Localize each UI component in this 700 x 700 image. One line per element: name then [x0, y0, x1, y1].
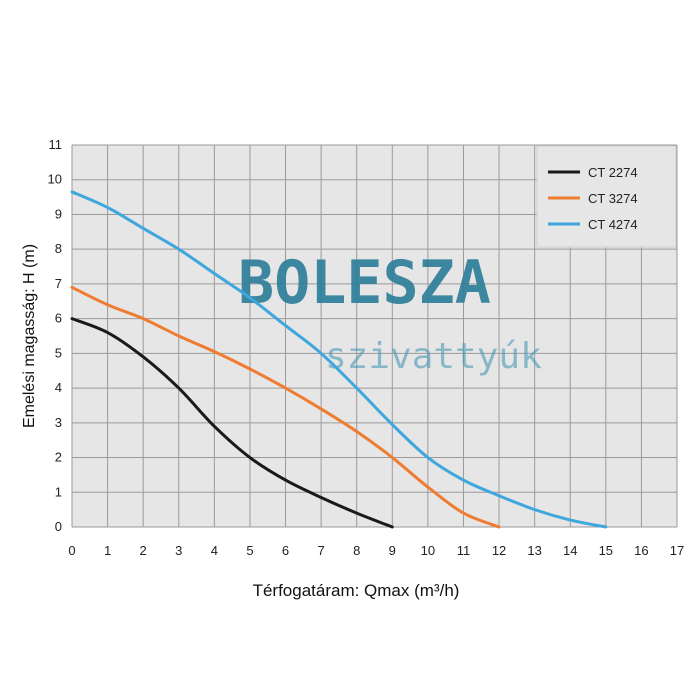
series-line-ct-4274	[70, 190, 608, 529]
y-tick-label: 11	[49, 137, 63, 152]
x-tick-label: 16	[634, 543, 648, 558]
watermark: BOLESZA szivattyúk	[238, 248, 542, 377]
series-line-ct-3274	[70, 285, 501, 529]
x-tick-label: 12	[492, 543, 506, 558]
series-line-ct-2274	[70, 317, 394, 529]
x-tick-label: 17	[670, 543, 684, 558]
y-tick-label: 10	[48, 172, 62, 187]
x-tick-label: 13	[527, 543, 541, 558]
x-tick-label: 6	[282, 543, 289, 558]
grid	[71, 144, 678, 528]
legend-label: CT 3274	[588, 191, 638, 206]
y-tick-label: 6	[55, 311, 62, 326]
x-tick-label: 1	[104, 543, 111, 558]
x-tick-label: 4	[211, 543, 218, 558]
watermark-title: BOLESZA	[238, 248, 491, 318]
x-axis-title: Térfogatáram: Qmax (m³/h)	[253, 581, 460, 600]
x-tick-label: 10	[421, 543, 435, 558]
y-tick-label: 9	[55, 206, 62, 221]
x-tick-label: 9	[389, 543, 396, 558]
x-tick-label: 11	[457, 543, 471, 558]
y-tick-label: 2	[55, 450, 62, 465]
x-tick-label: 14	[563, 543, 577, 558]
legend-label: CT 4274	[588, 217, 638, 232]
x-tick-label: 5	[246, 543, 253, 558]
legend-label: CT 2274	[588, 165, 638, 180]
y-tick-label: 5	[55, 345, 62, 360]
y-tick-labels: 0 1 2 3 4 5 6 7 8 9 10 11	[48, 137, 62, 534]
x-tick-labels: 0 1 2 3 4 5 6 7 8 9 10 11 12 13 14 15 16 17	[68, 543, 684, 558]
y-tick-label: 8	[55, 241, 62, 256]
x-tick-label: 2	[140, 543, 147, 558]
x-tick-label: 7	[318, 543, 325, 558]
x-tick-label: 0	[68, 543, 75, 558]
legend: CT 2274 CT 3274 CT 4274	[536, 145, 677, 248]
series-lines	[70, 190, 608, 529]
y-axis-title: Emelési magasság: H (m)	[21, 244, 38, 428]
watermark-subtitle: szivattyúk	[325, 336, 542, 377]
x-tick-label: 15	[599, 543, 613, 558]
y-tick-label: 1	[55, 484, 62, 499]
y-tick-label: 4	[55, 380, 62, 395]
y-tick-label: 3	[55, 415, 62, 430]
y-tick-label: 7	[55, 276, 62, 291]
x-tick-label: 3	[175, 543, 182, 558]
x-tick-label: 8	[353, 543, 360, 558]
y-tick-label: 0	[55, 519, 62, 534]
